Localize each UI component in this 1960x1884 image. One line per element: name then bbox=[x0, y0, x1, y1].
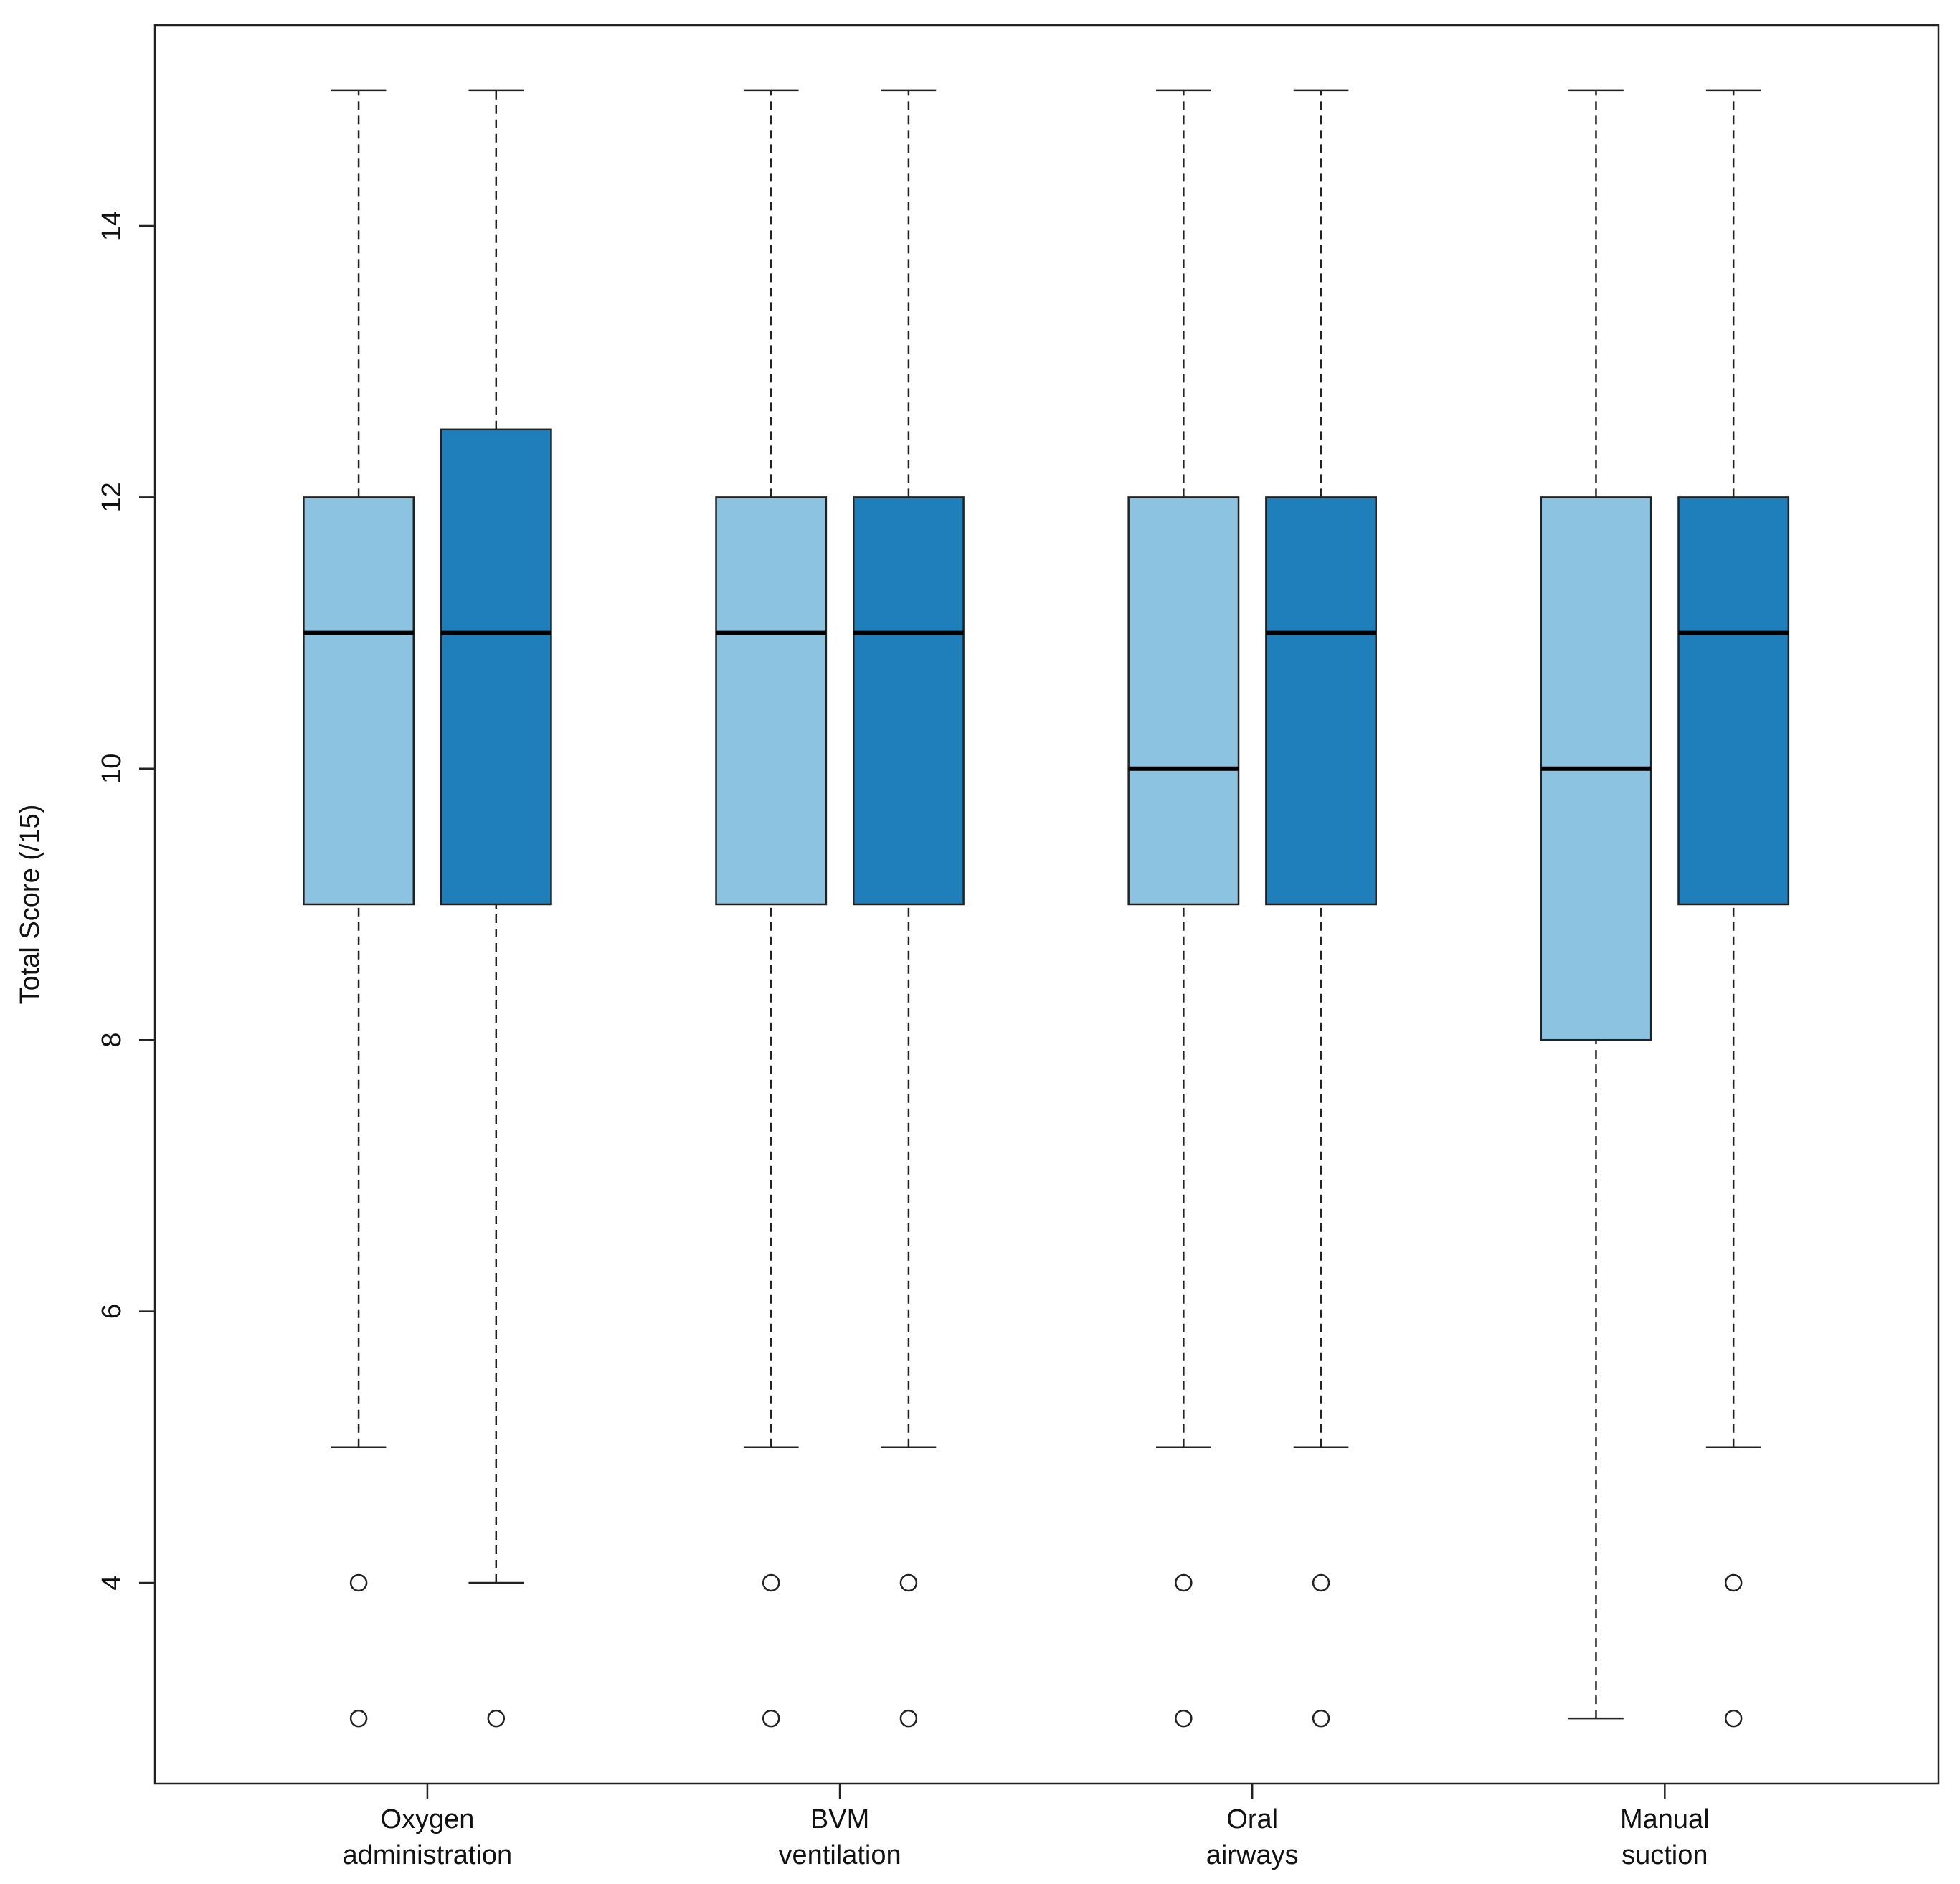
outlier bbox=[349, 1709, 368, 1728]
x-tick-label: Oxygen bbox=[380, 1804, 474, 1835]
plot-frame bbox=[153, 24, 1940, 1785]
box bbox=[715, 496, 828, 906]
outlier bbox=[349, 1573, 368, 1592]
outlier bbox=[487, 1709, 506, 1728]
outlier bbox=[899, 1709, 918, 1728]
y-tick-label: 6 bbox=[97, 1304, 127, 1319]
outlier bbox=[1724, 1709, 1743, 1728]
outlier bbox=[762, 1709, 780, 1728]
outlier bbox=[1724, 1573, 1743, 1592]
y-tick-label: 12 bbox=[97, 482, 127, 512]
outlier bbox=[1175, 1573, 1193, 1592]
box bbox=[303, 496, 415, 906]
x-tick-label: ventilation bbox=[779, 1840, 901, 1870]
x-tick-label: suction bbox=[1622, 1840, 1708, 1870]
outlier bbox=[762, 1573, 780, 1592]
y-tick-label: 14 bbox=[97, 211, 127, 241]
y-tick-label: 4 bbox=[97, 1575, 127, 1590]
y-axis-label: Total Score (/15) bbox=[15, 805, 45, 1005]
x-tick-label: airways bbox=[1206, 1840, 1299, 1870]
x-tick-label: Oral bbox=[1226, 1804, 1278, 1835]
box bbox=[1127, 496, 1240, 906]
x-tick-label: Manual bbox=[1620, 1804, 1710, 1835]
outlier bbox=[1312, 1573, 1330, 1592]
box bbox=[1265, 496, 1377, 906]
y-tick-label: 8 bbox=[97, 1033, 127, 1048]
box bbox=[1677, 496, 1790, 906]
x-tick-label: BVM bbox=[810, 1804, 869, 1835]
outlier bbox=[899, 1573, 918, 1592]
outlier bbox=[1312, 1709, 1330, 1728]
y-tick-label: 10 bbox=[97, 754, 127, 784]
x-tick-label: administration bbox=[343, 1840, 513, 1870]
box bbox=[852, 496, 965, 906]
outlier bbox=[1175, 1709, 1193, 1728]
box bbox=[440, 428, 552, 906]
